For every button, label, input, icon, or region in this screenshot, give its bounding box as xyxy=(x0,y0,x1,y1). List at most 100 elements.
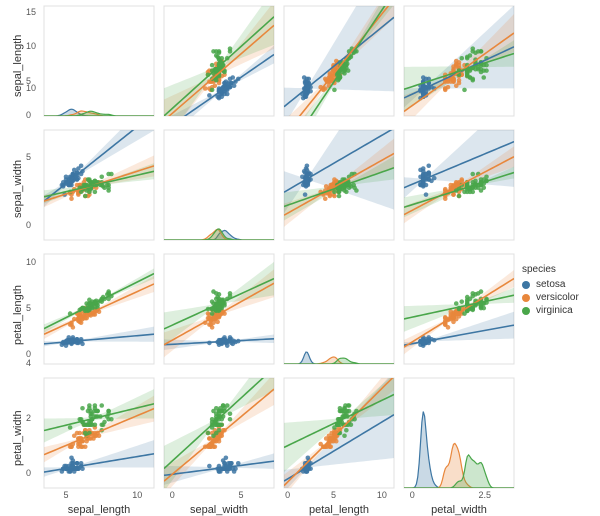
legend-swatch xyxy=(522,281,530,289)
point-virginica xyxy=(93,403,98,408)
point-virginica xyxy=(210,88,215,93)
point-virginica xyxy=(459,299,464,304)
point-virginica xyxy=(459,56,464,61)
cell-sepal_width-sepal_width xyxy=(164,130,274,240)
x-tick: 2.5 xyxy=(479,490,492,500)
point-virginica xyxy=(109,172,114,177)
point-virginica xyxy=(217,409,222,414)
cell-sepal_width-sepal_length xyxy=(44,96,154,240)
point-virginica xyxy=(470,46,475,51)
point-setosa xyxy=(207,93,212,98)
point-setosa xyxy=(304,92,309,97)
point-virginica xyxy=(214,291,219,296)
point-versicolor xyxy=(75,431,80,436)
point-virginica xyxy=(102,185,107,190)
point-setosa xyxy=(424,192,429,197)
point-virginica xyxy=(465,74,470,79)
point-setosa xyxy=(76,166,81,171)
point-virginica xyxy=(340,409,345,414)
point-virginica xyxy=(80,406,85,411)
point-virginica xyxy=(102,420,107,425)
cell-sepal_width-petal_width xyxy=(404,96,514,240)
point-versicolor xyxy=(323,196,328,201)
point-versicolor xyxy=(210,325,215,330)
point-virginica xyxy=(332,88,337,93)
cell-petal_length-sepal_length xyxy=(44,254,154,364)
cell-frame xyxy=(44,6,154,116)
cell-frame xyxy=(284,254,394,364)
point-virginica xyxy=(82,422,87,427)
point-virginica xyxy=(454,301,459,306)
y-tick: 2 xyxy=(26,413,31,423)
legend-swatch xyxy=(522,307,530,315)
point-virginica xyxy=(217,49,222,54)
x-tick: 5 xyxy=(331,490,336,500)
cell-frame xyxy=(164,130,274,240)
y-tick: 0 xyxy=(26,468,31,478)
point-virginica xyxy=(106,183,111,188)
point-virginica xyxy=(217,422,222,427)
y-axis-label: petal_width xyxy=(12,410,24,466)
point-virginica xyxy=(479,70,484,75)
point-setosa xyxy=(303,192,308,197)
point-virginica xyxy=(462,88,467,93)
x-tick: 5 xyxy=(64,490,69,500)
point-versicolor xyxy=(446,85,451,90)
x-axis-label: sepal_width xyxy=(164,504,274,516)
legend-swatch xyxy=(522,294,530,302)
point-setosa xyxy=(228,461,233,466)
point-setosa xyxy=(207,464,212,469)
point-virginica xyxy=(479,49,484,54)
point-virginica xyxy=(481,75,486,80)
point-virginica xyxy=(86,409,91,414)
point-virginica xyxy=(479,289,484,294)
point-virginica xyxy=(99,403,104,408)
point-virginica xyxy=(468,190,473,195)
point-versicolor xyxy=(457,63,462,68)
x-axis-label: sepal_length xyxy=(44,504,154,516)
legend-label: setosa xyxy=(536,279,565,290)
point-virginica xyxy=(345,409,350,414)
y-axis-label: sepal_width xyxy=(12,160,24,218)
y-tick: 10 xyxy=(26,83,36,93)
point-setosa xyxy=(232,83,237,88)
point-virginica xyxy=(344,428,349,433)
point-virginica xyxy=(222,303,227,308)
point-setosa xyxy=(233,466,238,471)
point-virginica xyxy=(479,303,484,308)
y-axis-label: sepal_length xyxy=(12,35,24,97)
point-virginica xyxy=(87,190,92,195)
point-virginica xyxy=(86,177,91,182)
y-tick: 0 xyxy=(26,110,31,120)
point-virginica xyxy=(83,194,88,199)
x-tick: 10 xyxy=(132,490,142,500)
x-tick: 0 xyxy=(285,490,290,500)
point-virginica xyxy=(93,190,98,195)
cell-sepal_length-sepal_width xyxy=(164,0,274,144)
y-tick: 5 xyxy=(26,152,31,162)
x-axis-label: petal_length xyxy=(284,504,394,516)
point-virginica xyxy=(342,433,347,438)
point-virginica xyxy=(214,53,219,58)
x-axis-label: petal_width xyxy=(404,504,514,516)
point-setosa xyxy=(305,173,310,178)
point-virginica xyxy=(210,63,215,68)
cell-petal_length-sepal_width xyxy=(164,254,274,364)
pairplot xyxy=(0,0,600,510)
legend-item: versicolor xyxy=(522,292,579,303)
y-tick: 15 xyxy=(26,7,36,17)
legend-item: virginica xyxy=(522,305,579,316)
cell-petal_length-petal_width xyxy=(404,254,514,364)
point-virginica xyxy=(106,409,111,414)
point-setosa xyxy=(426,163,431,168)
point-versicolor xyxy=(332,177,337,182)
legend-label: versicolor xyxy=(536,292,579,303)
cell-petal_length-petal_length xyxy=(284,254,394,364)
point-virginica xyxy=(468,53,473,58)
point-virginica xyxy=(337,190,342,195)
x-tick: 0 xyxy=(410,490,415,500)
point-virginica xyxy=(221,403,226,408)
point-virginica xyxy=(470,172,475,177)
point-setosa xyxy=(72,168,77,173)
point-virginica xyxy=(109,417,114,422)
